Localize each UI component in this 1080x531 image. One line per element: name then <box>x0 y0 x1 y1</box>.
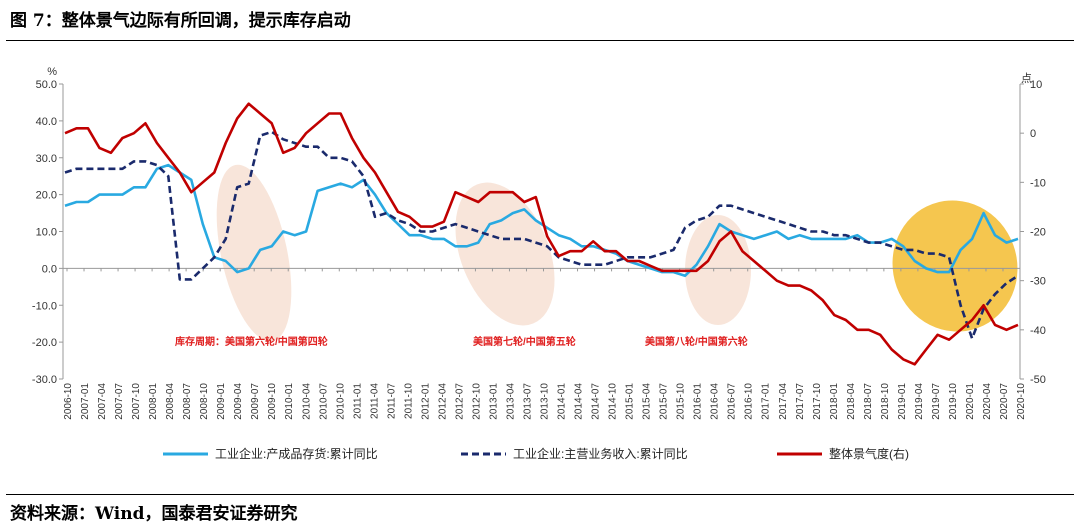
x-tick-label: 2019-04 <box>914 383 925 420</box>
x-tick-label: 2009-04 <box>233 383 244 420</box>
x-tick-label: 2012-01 <box>420 383 431 420</box>
x-tick-label: 2017-07 <box>795 383 806 420</box>
chart-axes: 50.0 40.0 30.0 20.0 10.0 0.0 -10.0 -20.0 -30.0% 1… <box>32 66 1046 420</box>
left-tick-label: 40.0 <box>36 116 57 128</box>
x-tick-label: 2020-01 <box>965 383 976 420</box>
chart: 50.0 40.0 30.0 20.0 10.0 0.0 -10.0 -20.0 -30.0% 1… <box>32 66 1046 461</box>
x-tick-label: 2018-10 <box>880 383 891 420</box>
left-tick-label: 0.0 <box>42 263 57 275</box>
x-tick-label: 2012-07 <box>454 383 465 420</box>
x-tick-label: 2017-10 <box>812 383 823 420</box>
cycle-annotation-2: 美国第七轮/中国第五轮 <box>473 335 576 348</box>
chart-legend: 工业企业:产成品存货:累计同比 工业企业:主营业务收入:累计同比 整体景气度(右) <box>163 446 909 461</box>
left-tick-label: 50.0 <box>36 79 57 91</box>
x-tick-label: 2016-10 <box>744 383 755 420</box>
right-tick-label: -10 <box>1030 177 1046 189</box>
figure-title: 图 7：整体景气边际有所回调，提示库存启动 <box>10 11 351 31</box>
series-line-2 <box>64 130 1019 340</box>
x-tick-label: 2007-10 <box>131 383 142 420</box>
x-tick-label: 2019-10 <box>948 383 959 420</box>
source-rule <box>6 494 1074 495</box>
cycle-highlights <box>216 164 1018 342</box>
x-tick-label: 2010-07 <box>318 383 329 420</box>
source-note: 资料来源：Wind，国泰君安证券研究 <box>10 504 298 524</box>
x-tick-label: 2016-04 <box>710 383 721 420</box>
x-tick-label: 2014-10 <box>608 383 619 420</box>
x-tick-label: 2009-01 <box>216 383 227 420</box>
x-tick-label: 2012-04 <box>437 383 448 420</box>
cycle-annotation-3: 美国第八轮/中国第六轮 <box>645 335 748 348</box>
x-tick-label: 2011-04 <box>369 383 380 419</box>
x-tick-label: 2014-07 <box>591 383 602 420</box>
x-tick-label: 2011-10 <box>403 383 414 419</box>
left-tick-label: -20.0 <box>32 337 57 349</box>
x-tick-label: 2018-04 <box>846 383 857 420</box>
cycle-highlight-1 <box>216 164 292 342</box>
x-tick-label: 2014-04 <box>574 383 585 420</box>
x-tick-label: 2020-07 <box>999 383 1010 420</box>
chart-series <box>64 102 1019 366</box>
x-tick-label: 2018-01 <box>829 383 840 420</box>
legend-label-3: 整体景气度(右) <box>829 446 909 461</box>
left-tick-label: 20.0 <box>36 190 57 202</box>
x-tick-label: 2020-04 <box>982 383 993 420</box>
chart-annotations: 库存周期：美国第六轮/中国第四轮 美国第七轮/中国第五轮 美国第八轮/中国第六轮 <box>175 335 748 348</box>
left-tick-label: 30.0 <box>36 153 57 165</box>
left-tick-label: 10.0 <box>36 227 57 239</box>
left-axis-unit: % <box>47 66 57 78</box>
series-line-3 <box>64 102 1019 366</box>
right-tick-label: -40 <box>1030 325 1046 337</box>
x-tick-label: 2019-01 <box>897 383 908 420</box>
x-tick-label: 2017-04 <box>778 383 789 420</box>
cycle-highlight-3 <box>685 215 751 325</box>
x-tick-label: 2011-07 <box>386 383 397 419</box>
x-tick-label: 2007-01 <box>80 383 91 420</box>
x-tick-label: 2008-01 <box>148 383 159 420</box>
legend-label-2: 工业企业:主营业务收入:累计同比 <box>513 446 688 461</box>
x-tick-label: 2013-07 <box>522 383 533 420</box>
x-tick-label: 2007-04 <box>97 383 108 420</box>
right-tick-label: 0 <box>1030 128 1036 140</box>
x-tick-label: 2006-10 <box>63 383 74 420</box>
x-tick-label: 2015-07 <box>659 383 670 420</box>
x-tick-label: 2007-07 <box>114 383 125 420</box>
cycle-annotation-1: 库存周期：美国第六轮/中国第四轮 <box>175 335 328 348</box>
x-tick-label: 2013-10 <box>540 383 551 420</box>
x-tick-label: 2010-10 <box>335 383 346 420</box>
x-tick-label: 2015-01 <box>625 383 636 420</box>
title-rule <box>6 40 1074 41</box>
x-tick-label: 2018-07 <box>863 383 874 420</box>
legend-label-1: 工业企业:产成品存货:累计同比 <box>215 446 378 461</box>
right-tick-label: -50 <box>1030 374 1046 386</box>
x-tick-label: 2015-04 <box>642 383 653 420</box>
x-tick-label: 2008-10 <box>199 383 210 420</box>
series-line-1 <box>64 163 1019 278</box>
left-tick-label: -10.0 <box>32 300 57 312</box>
x-tick-label: 2010-04 <box>301 383 312 420</box>
right-axis-unit: 点 <box>1021 72 1032 85</box>
x-tick-label: 2017-01 <box>761 383 772 420</box>
left-tick-label: -30.0 <box>32 374 57 386</box>
x-tick-label: 2016-07 <box>727 383 738 420</box>
cycle-highlight-4 <box>892 200 1018 332</box>
x-tick-label: 2014-01 <box>557 383 568 420</box>
x-tick-label: 2009-07 <box>250 383 261 420</box>
x-tick-label: 2019-07 <box>931 383 942 420</box>
right-tick-label: -20 <box>1030 227 1046 239</box>
x-tick-label: 2015-10 <box>676 383 687 420</box>
x-tick-label: 2008-04 <box>165 383 176 420</box>
x-tick-label: 2013-04 <box>505 383 516 420</box>
x-tick-label: 2009-10 <box>267 383 278 420</box>
x-tick-label: 2013-01 <box>488 383 499 420</box>
x-tick-label: 2016-01 <box>693 383 704 420</box>
right-tick-label: -30 <box>1030 276 1046 288</box>
x-tick-label: 2010-01 <box>284 383 295 420</box>
x-tick-label: 2012-10 <box>471 383 482 420</box>
x-tick-label: 2011-01 <box>352 383 363 419</box>
cycle-highlight-2 <box>455 182 555 326</box>
x-tick-label: 2020-10 <box>1016 383 1027 420</box>
x-tick-label: 2008-07 <box>182 383 193 420</box>
right-tick-label: 10 <box>1030 79 1042 91</box>
